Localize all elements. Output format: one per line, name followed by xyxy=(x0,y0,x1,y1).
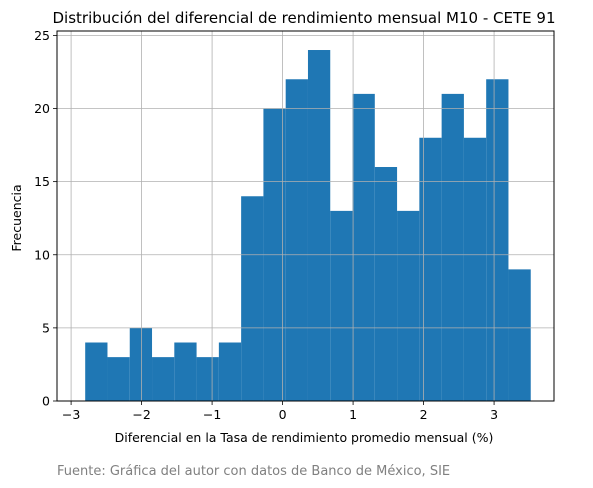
histogram-bar xyxy=(419,137,442,401)
y-tick-label: 15 xyxy=(34,174,50,189)
bars xyxy=(85,50,531,402)
x-tick-label: −3 xyxy=(62,407,80,422)
y-tick-label: 25 xyxy=(34,28,50,43)
grid xyxy=(57,31,554,402)
histogram-bar xyxy=(352,93,375,401)
x-axis-ticks: −3 −2 −1 0 1 2 3 xyxy=(62,401,498,422)
x-tick-label: −2 xyxy=(132,407,150,422)
histogram-bar xyxy=(397,210,420,401)
x-axis-label: Diferencial en la Tasa de rendimiento pr… xyxy=(115,430,494,445)
plot-frame xyxy=(56,30,555,402)
histogram-bar xyxy=(441,93,464,401)
histogram-bar xyxy=(307,50,331,402)
histogram-bar xyxy=(85,342,108,401)
histogram-bar xyxy=(174,342,197,401)
x-tick-label: 2 xyxy=(420,407,428,422)
histogram-bar xyxy=(129,327,153,401)
histogram-bar xyxy=(196,357,219,401)
histogram-bar xyxy=(508,269,531,401)
y-axis-label: Frecuencia xyxy=(9,184,24,251)
histogram-bar xyxy=(486,79,509,402)
histogram-bar xyxy=(374,167,398,401)
source-note: Fuente: Gráfica del autor con datos de B… xyxy=(57,464,450,479)
histogram-bar xyxy=(463,137,487,401)
x-tick-label: 3 xyxy=(490,407,498,422)
chart-title: Distribución del diferencial de rendimie… xyxy=(53,9,556,27)
y-axis-ticks: 0 5 10 15 20 25 xyxy=(34,28,57,409)
histogram-bar xyxy=(285,79,308,402)
y-tick-label: 5 xyxy=(42,320,50,335)
y-tick-label: 20 xyxy=(34,101,50,116)
histogram-bar xyxy=(330,210,353,401)
histogram-bar xyxy=(218,342,242,401)
x-tick-label: 0 xyxy=(279,407,287,422)
x-tick-label: −1 xyxy=(203,407,221,422)
histogram-bar xyxy=(152,357,175,401)
y-tick-label: 10 xyxy=(34,247,50,262)
histogram-bar xyxy=(241,196,264,401)
histogram-bar xyxy=(107,357,130,401)
x-tick-label: 1 xyxy=(349,407,357,422)
y-tick-label: 0 xyxy=(42,394,50,409)
